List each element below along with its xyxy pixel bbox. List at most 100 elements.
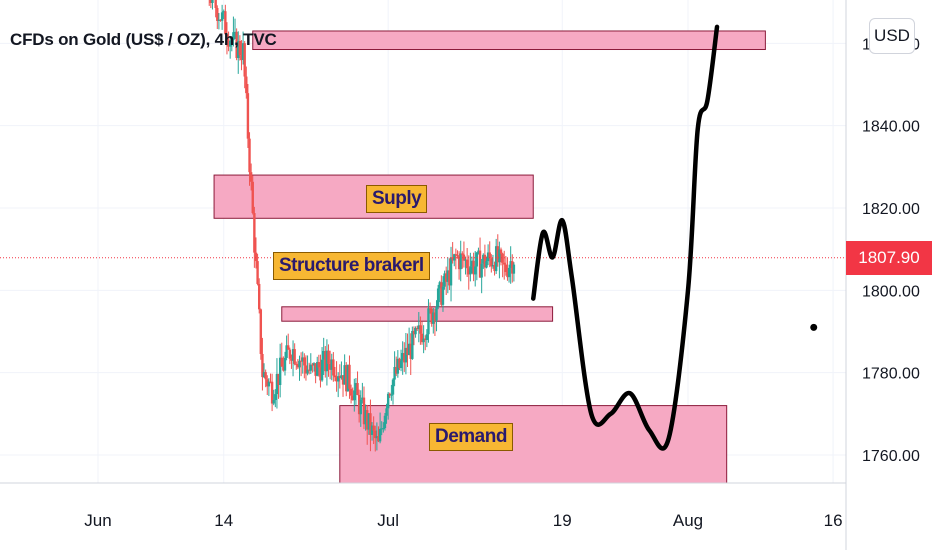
candle-body <box>386 393 390 409</box>
candle-body <box>470 260 474 267</box>
candle-body <box>503 262 506 265</box>
candle-body <box>464 259 467 261</box>
candle-body <box>227 40 230 47</box>
candle-body <box>270 381 274 404</box>
candle-body <box>267 381 271 387</box>
candle-body <box>343 365 346 385</box>
candle-body <box>264 372 267 380</box>
y-tick-label: 1760.00 <box>862 448 920 465</box>
candle-body <box>383 415 387 429</box>
candle-body <box>241 43 245 61</box>
x-tick-label: Aug <box>673 511 703 530</box>
candle-body <box>261 353 264 378</box>
candle-body <box>357 394 361 415</box>
currency-button[interactable]: USD <box>869 18 915 54</box>
candle-body <box>512 264 516 274</box>
candle-body <box>341 375 345 385</box>
candle-body <box>396 358 400 374</box>
candle-body <box>224 11 227 35</box>
candle-body <box>453 254 456 261</box>
candle-body <box>409 343 412 359</box>
candle-body <box>433 312 437 321</box>
candle-body <box>390 394 393 396</box>
y-tick-label: 1800.00 <box>862 283 920 300</box>
candle-body <box>494 246 498 272</box>
candle-body <box>511 261 514 274</box>
candle-body <box>275 373 279 395</box>
candle-body <box>509 261 512 268</box>
candle-body <box>285 345 288 358</box>
candle-body <box>228 40 232 47</box>
marker-dot <box>810 323 818 331</box>
candle-body <box>461 253 464 255</box>
candle-body <box>465 259 469 269</box>
candle-body <box>301 357 304 362</box>
candle-body <box>475 252 479 267</box>
candle-body <box>278 357 282 386</box>
candle-body <box>293 349 296 364</box>
candle-body <box>322 351 325 360</box>
candle-body <box>266 379 269 387</box>
candle-body <box>328 363 332 370</box>
candle-body <box>251 181 254 214</box>
candle-body <box>467 268 470 275</box>
candle-body <box>230 40 233 42</box>
candle-body <box>399 360 403 369</box>
candle-body <box>319 367 322 381</box>
candle-body <box>398 358 401 369</box>
candle-body <box>348 364 351 389</box>
candle-body <box>412 330 416 335</box>
candle-body <box>375 436 379 439</box>
candle-body <box>217 19 221 21</box>
candle-body <box>374 430 377 439</box>
candle-body <box>312 363 316 366</box>
candle-body <box>369 413 372 435</box>
symbol-title: CFDs on Gold (US$ / OZ), 4h, TVC <box>10 30 277 49</box>
candle-body <box>351 395 354 401</box>
demand-label: Demand <box>429 423 513 451</box>
candle-body <box>415 328 419 330</box>
candle-body <box>372 425 375 431</box>
candle-body <box>419 325 422 334</box>
candle-body <box>354 383 358 391</box>
x-axis[interactable]: Jun 14 Jul 19 Aug 16 <box>84 511 842 530</box>
candle-body <box>291 349 295 361</box>
candle-body <box>330 359 333 370</box>
candle-body <box>296 364 300 368</box>
structure-breaker-label: Structure brakerl <box>273 252 430 280</box>
candle-body <box>219 19 222 21</box>
candle-body <box>258 283 261 310</box>
candle-body <box>443 273 446 287</box>
candle-body <box>422 338 425 343</box>
candle-body <box>496 246 499 263</box>
candle-body <box>414 328 417 335</box>
candle-body <box>488 252 491 259</box>
candle-body <box>309 364 312 371</box>
y-tick-label: 1820.00 <box>862 201 920 218</box>
candle-body <box>353 390 356 401</box>
candle-body <box>317 362 321 368</box>
candle-body <box>214 0 217 8</box>
candle-body <box>501 253 504 263</box>
candle-body <box>490 258 493 267</box>
candle-body <box>311 364 314 366</box>
candle-body <box>486 252 490 262</box>
candle-body <box>507 267 511 278</box>
candle-body <box>457 256 461 270</box>
candle-body <box>295 363 298 365</box>
forecast-drawing-path <box>530 24 720 451</box>
candle-body <box>222 11 225 13</box>
candle-body <box>506 272 509 278</box>
candle-body <box>243 43 246 77</box>
candle-body <box>448 270 451 286</box>
candle-body <box>240 55 243 61</box>
candle-body <box>459 253 462 270</box>
candle-body <box>403 353 406 363</box>
candle-body <box>482 254 485 264</box>
candle-body <box>316 362 319 376</box>
candle-body <box>362 397 366 425</box>
candle-body <box>272 400 275 404</box>
candle-body <box>216 7 219 21</box>
supply-label: Suply <box>366 185 428 213</box>
